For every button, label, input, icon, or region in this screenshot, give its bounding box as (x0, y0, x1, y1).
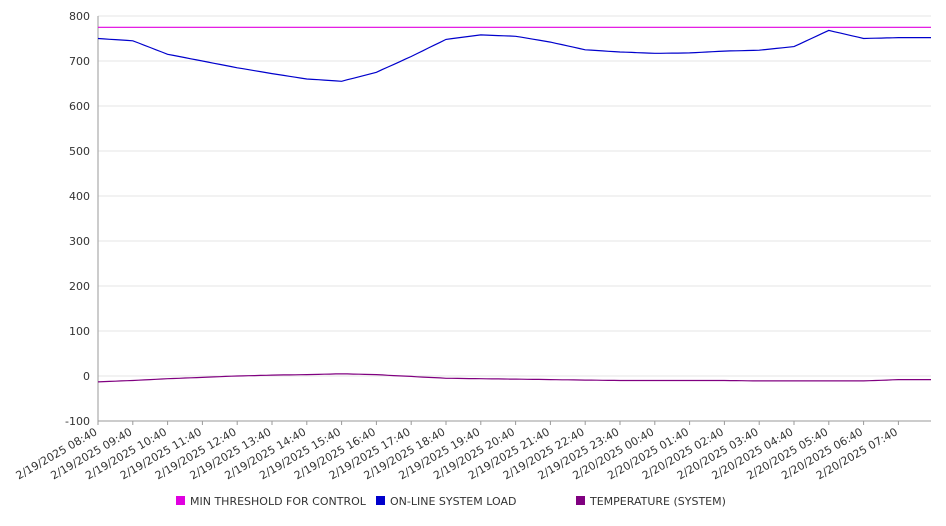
y-tick-label: 400 (69, 190, 90, 203)
y-tick-label: -100 (65, 415, 90, 428)
y-tick-label: 800 (69, 10, 90, 23)
legend-swatch (376, 496, 385, 505)
legend-swatch (576, 496, 585, 505)
x-axis: 2/19/2025 08:402/19/2025 09:402/19/2025 … (14, 420, 931, 482)
y-tick-label: 500 (69, 145, 90, 158)
legend-swatch (176, 496, 185, 505)
y-tick-label: 300 (69, 235, 90, 248)
series-group (97, 26, 931, 383)
series-line-2 (97, 373, 931, 383)
legend-label: TEMPERATURE (SYSTEM) (589, 495, 726, 508)
y-tick-label: 100 (69, 325, 90, 338)
legend-label: MIN THRESHOLD FOR CONTROL (190, 495, 367, 508)
legend: MIN THRESHOLD FOR CONTROL ON-LINE SYSTEM … (176, 495, 726, 508)
y-axis: 800 700 600 500 400 300 200 100 0 -100 (65, 10, 99, 428)
legend-label: ON-LINE SYSTEM LOAD (390, 495, 516, 508)
y-tick-label: 0 (83, 370, 90, 383)
series-line-1 (97, 29, 931, 82)
y-tick-label: 200 (69, 280, 90, 293)
y-tick-label: 600 (69, 100, 90, 113)
y-tick-label: 700 (69, 55, 90, 68)
grid-lines (98, 15, 931, 422)
